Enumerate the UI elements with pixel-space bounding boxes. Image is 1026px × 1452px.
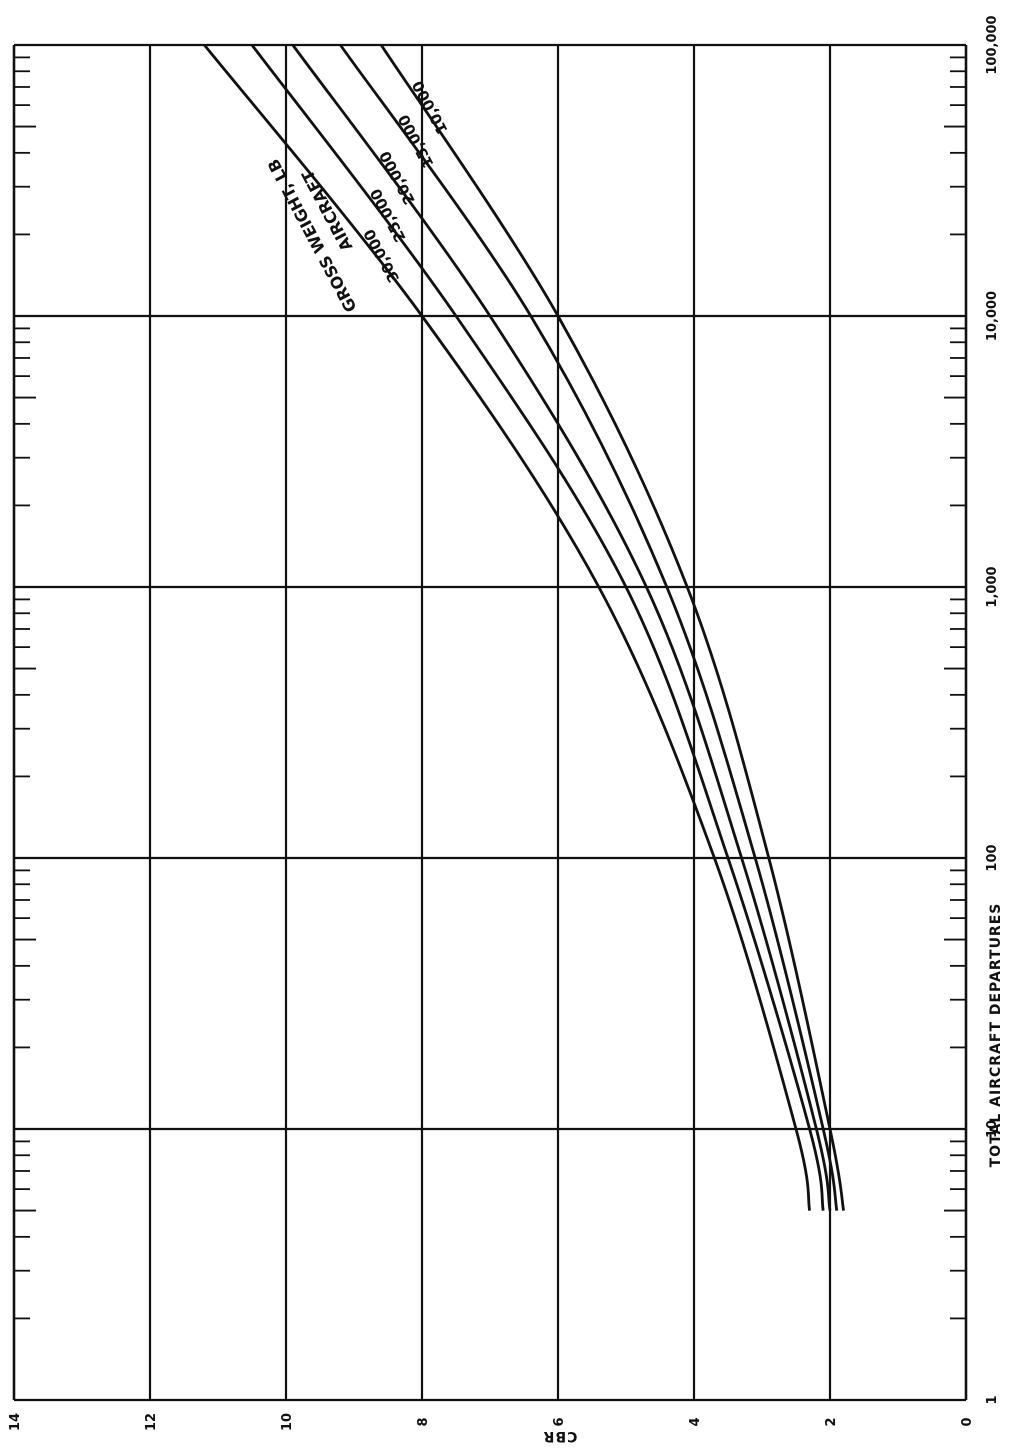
cbr-tick-label: 14	[8, 1413, 23, 1431]
weight-curve-4	[250, 44, 825, 1211]
departures-tick-label: 1	[985, 1395, 1000, 1404]
departures-tick-label: 100,000	[985, 15, 1000, 74]
curves	[203, 44, 845, 1211]
cbr-tick-label: 6	[552, 1417, 567, 1426]
labels: TOTAL AIRCRAFT DEPARTURES CBR AIRCRAFT G…	[8, 15, 1004, 1444]
cbr-tick-label: 8	[416, 1417, 431, 1426]
cbr-tick-label: 12	[144, 1413, 159, 1431]
cbr-tick-label: 2	[824, 1417, 839, 1426]
cbr-tick-label: 4	[688, 1417, 703, 1426]
x-axis-title: TOTAL AIRCRAFT DEPARTURES	[988, 903, 1004, 1168]
departures-tick-label: 10,000	[985, 291, 1000, 341]
weight-curve-5	[203, 44, 811, 1211]
departures-tick-label: 100	[985, 844, 1000, 871]
y-axis-title: CBR	[543, 1428, 578, 1444]
departures-tick-label: 10	[985, 1120, 1000, 1138]
weight-curve-1	[380, 44, 845, 1211]
cbr-tick-label: 0	[960, 1417, 975, 1426]
departures-tick-label: 1,000	[985, 566, 1000, 607]
weight-curve-2	[339, 44, 839, 1211]
cbr-tick-label: 10	[280, 1413, 295, 1431]
weight-curve-3	[291, 44, 832, 1211]
